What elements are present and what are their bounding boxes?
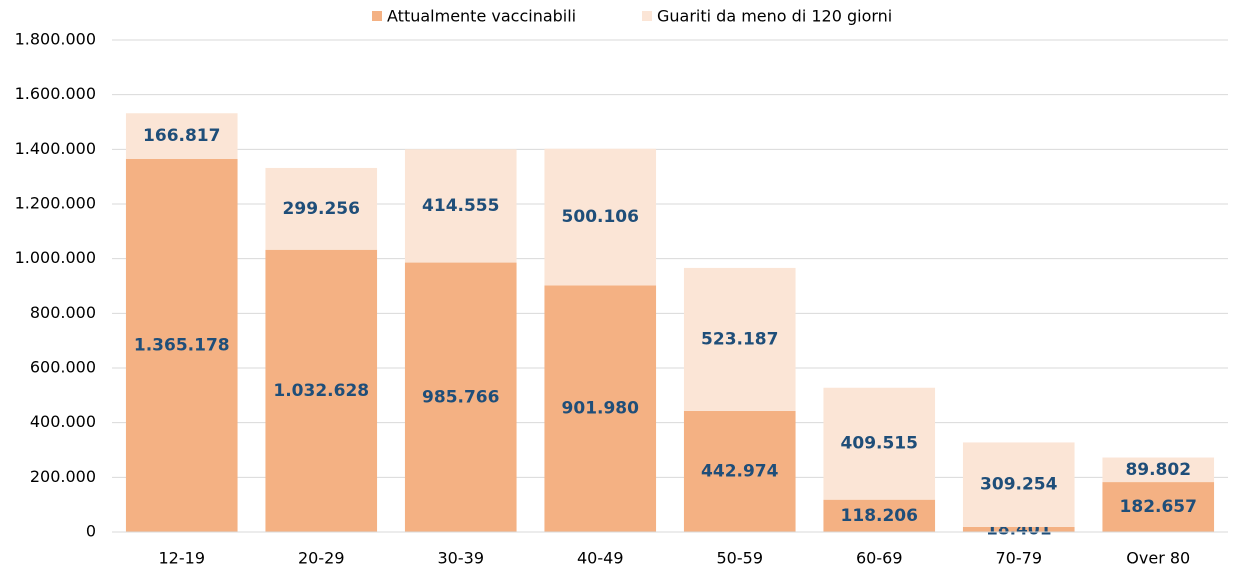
- value-label: 523.187: [701, 329, 778, 349]
- value-label: 118.206: [841, 506, 918, 526]
- bar-segment: [544, 285, 657, 532]
- value-label: 166.817: [143, 126, 220, 146]
- bar-segment: [404, 149, 517, 263]
- value-label: 985.766: [422, 387, 499, 407]
- y-tick-label: 1.000.000: [15, 248, 96, 267]
- x-tick-label: 60-69: [856, 549, 903, 568]
- x-tick-label: 12-19: [159, 549, 206, 568]
- x-tick-label: 70-79: [996, 549, 1043, 568]
- bar-segment: [683, 267, 796, 411]
- value-label: 901.980: [562, 399, 640, 419]
- y-tick-label: 200.000: [30, 467, 96, 486]
- y-tick-label: 800.000: [30, 303, 96, 322]
- y-tick-label: 1.600.000: [15, 84, 96, 103]
- bar-segment: [823, 387, 936, 500]
- value-label: 409.515: [841, 434, 918, 454]
- legend-swatch: [372, 11, 382, 21]
- value-label: 1.365.178: [134, 335, 230, 355]
- value-label: 442.974: [701, 461, 779, 481]
- bar-segment: [265, 249, 378, 532]
- y-tick-label: 400.000: [30, 412, 96, 431]
- bar-segment: [823, 499, 936, 532]
- bar-segment: [125, 158, 238, 532]
- x-tick-label: Over 80: [1126, 549, 1190, 568]
- bar-segment: [1102, 457, 1215, 483]
- bar-segment: [544, 148, 657, 286]
- y-tick-label: 1.200.000: [15, 194, 96, 213]
- legend-label: Attualmente vaccinabili: [387, 7, 576, 26]
- legend-swatch: [642, 11, 652, 21]
- value-label: 500.106: [562, 207, 639, 227]
- value-label: 309.254: [980, 475, 1058, 495]
- bar-segment: [683, 410, 796, 532]
- bar-segment: [404, 262, 517, 532]
- x-tick-label: 40-49: [577, 549, 624, 568]
- y-tick-label: 0: [86, 522, 96, 541]
- y-tick-label: 1.800.000: [15, 30, 96, 49]
- bar-segment: [265, 167, 378, 250]
- value-label: 182.657: [1120, 497, 1197, 517]
- x-tick-label: 50-59: [717, 549, 764, 568]
- bar-segment: [962, 442, 1075, 527]
- y-tick-label: 1.400.000: [15, 139, 96, 158]
- bar-segment: [1102, 482, 1215, 532]
- value-label: 89.802: [1125, 460, 1191, 480]
- value-label: 414.555: [422, 196, 499, 216]
- bar-segment: [962, 526, 1075, 532]
- y-tick-label: 600.000: [30, 358, 96, 377]
- x-tick-label: 20-29: [298, 549, 345, 568]
- bar-segment: [125, 113, 238, 159]
- value-label: 299.256: [283, 199, 360, 219]
- legend-label: Guariti da meno di 120 giorni: [657, 7, 892, 26]
- value-label: 1.032.628: [273, 381, 369, 401]
- x-tick-label: 30-39: [438, 549, 485, 568]
